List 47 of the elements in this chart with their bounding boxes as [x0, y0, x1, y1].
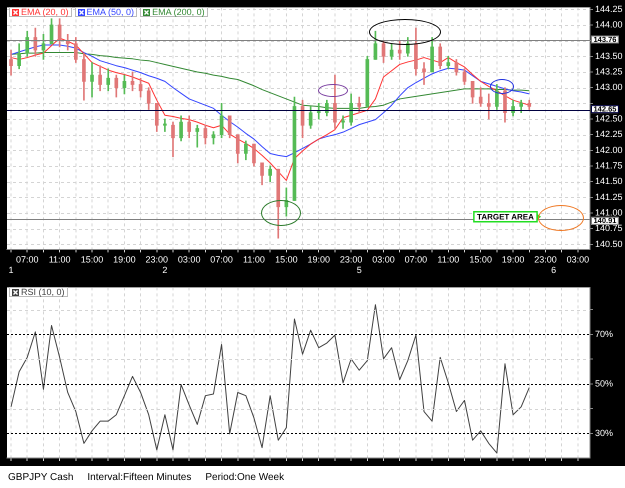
text: Interval:Fifteen Minutes: [87, 472, 192, 482]
x-tick-label: 11:00: [48, 254, 71, 264]
text: Period:One Week: [205, 472, 284, 482]
x-tick-label: 03:00: [178, 254, 200, 264]
y-tick-label: 141.00: [595, 208, 623, 218]
x-tick-label: 5: [356, 265, 362, 276]
x-tick-label: 19:00: [307, 254, 330, 264]
y-tick-label: 140.75: [595, 223, 623, 234]
x-tick-label: 11:00: [243, 254, 265, 264]
y-tick-label: 144.25: [595, 4, 623, 14]
y-tick-label: 30%: [595, 428, 614, 438]
legend-label: EMA (200, 0): [152, 6, 205, 17]
x-tick-label: 23:00: [340, 254, 362, 264]
y-tick-label: 143.00: [595, 82, 623, 92]
x-tick-label: 19:00: [113, 254, 136, 264]
y-tick-label: 141.25: [595, 192, 623, 202]
x-tick-label: 07:00: [404, 254, 428, 264]
x-tick-label: 15:00: [80, 254, 104, 264]
y-tick-label: 141.50: [595, 176, 623, 186]
legend-label: EMA (20, 0): [21, 6, 69, 17]
x-tick-label: 15:00: [469, 254, 492, 264]
legend-label: EMA (50, 0): [86, 6, 134, 17]
x-tick-label: 03:00: [566, 254, 590, 264]
x-tick-label: 19:00: [502, 254, 524, 264]
x-tick-label: 2: [162, 265, 168, 276]
x-tick-label: 03:00: [372, 254, 395, 264]
x-tick-label: 07:00: [210, 254, 233, 264]
y-tick-label: 144.00: [595, 19, 623, 30]
legend-label: RSI (10, 0): [21, 286, 65, 297]
y-tick-label: 143.25: [595, 66, 623, 76]
y-tick-label: 70%: [595, 328, 614, 339]
x-tick-label: 15:00: [275, 254, 298, 264]
y-tick-label: 141.75: [595, 160, 623, 170]
y-tick-label: 50%: [595, 378, 614, 388]
x-tick-label: 07:00: [16, 254, 39, 264]
text: GBPJPY Cash: [8, 472, 74, 482]
y-tick-label: 142.00: [595, 144, 623, 155]
y-tick-label: 140.50: [595, 238, 623, 249]
x-tick-label: 11:00: [437, 254, 460, 264]
y-tick-label: 142.25: [595, 129, 623, 140]
y-tick-label: 143.50: [595, 50, 623, 61]
x-tick-label: 1: [8, 265, 14, 276]
y-tick-label: 142.50: [595, 113, 623, 124]
x-tick-label: 23:00: [146, 254, 168, 264]
x-tick-label: 23:00: [534, 254, 557, 264]
annotation: TARGET AREA: [477, 212, 534, 222]
x-tick-label: 6: [551, 265, 556, 276]
